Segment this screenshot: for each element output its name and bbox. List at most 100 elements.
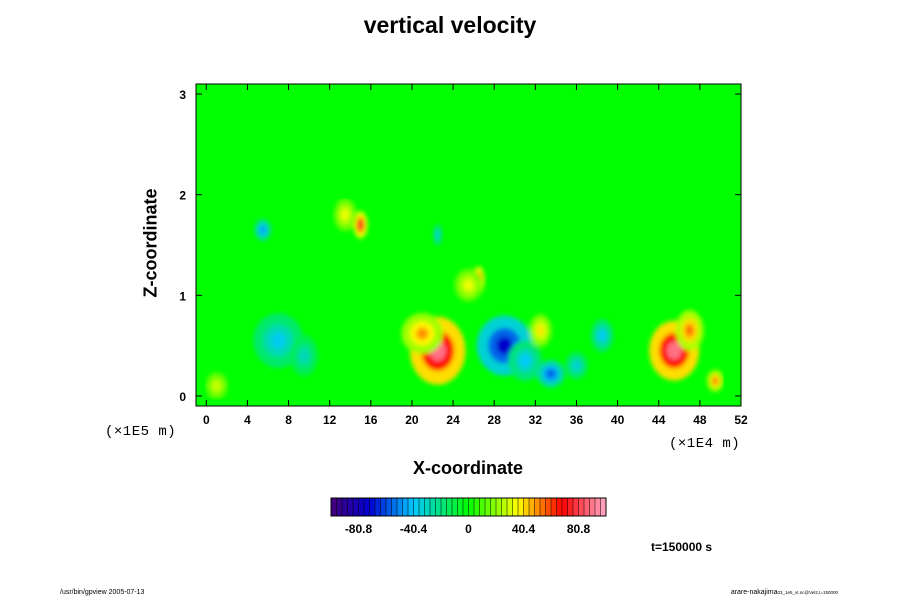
y-tick-label: 2 — [179, 189, 186, 203]
heat-feature-core — [573, 361, 580, 370]
colorbar-cell — [479, 498, 486, 516]
colorbar-cell — [600, 498, 607, 516]
colorbar-cell — [419, 498, 425, 516]
colorbar-cell — [369, 498, 376, 516]
x-tick-label: 16 — [364, 413, 378, 427]
colorbar-cell — [512, 498, 519, 516]
x-tick-label: 20 — [405, 413, 419, 427]
y-tick-label: 3 — [179, 88, 186, 102]
heat-feature-core — [213, 381, 220, 390]
colorbar-cell — [507, 498, 513, 516]
colorbar-cell — [336, 498, 343, 516]
colorbar-tick-label: 0 — [465, 522, 472, 536]
footer-right-main: arare-nakajima — [730, 589, 778, 596]
x-tick-label: 32 — [529, 413, 543, 427]
x-axis-label: X-coordinate — [412, 458, 523, 478]
colorbar-cell — [441, 498, 447, 516]
heat-feature-core — [520, 354, 530, 367]
x-tick-label: 28 — [488, 413, 502, 427]
colorbar-cell — [408, 498, 414, 516]
heat-feature-core — [712, 377, 718, 385]
colorbar-cell — [446, 498, 453, 516]
colorbar-cell — [562, 498, 568, 516]
y-axis-label: Z-coordinate — [140, 188, 161, 298]
colorbar-cell — [430, 498, 436, 516]
colorbar-cell — [573, 498, 579, 516]
colorbar-cell — [589, 498, 596, 516]
heat-feature-core — [299, 349, 309, 362]
colorbar-cell — [386, 498, 392, 516]
heat-feature-core — [436, 231, 439, 239]
heat-feature-core — [496, 336, 513, 355]
x-tick-label: 8 — [285, 413, 292, 427]
chart-title: vertical velocity — [363, 12, 537, 38]
colorbar-cell — [490, 498, 497, 516]
x-tick-label: 40 — [611, 413, 625, 427]
heat-feature-core — [260, 226, 266, 234]
colorbar-frame — [330, 497, 607, 517]
colorbar-cell — [413, 498, 420, 516]
x-tick-label: 4 — [244, 413, 251, 427]
colorbar-cell — [380, 498, 387, 516]
colorbar-cell — [342, 498, 348, 516]
colorbar-cell — [452, 498, 458, 516]
y-axis-scale-label: (×1E5 m) — [105, 424, 177, 440]
heat-feature-core — [358, 220, 363, 229]
colorbar-cell — [397, 498, 403, 516]
colorbar-cell — [391, 498, 398, 516]
colorbar-tick-label: 80.8 — [567, 522, 591, 536]
x-tick-label: 0 — [203, 413, 210, 427]
colorbar-cell — [496, 498, 502, 516]
heat-feature-core — [341, 209, 349, 220]
colorbar-cell — [529, 498, 535, 516]
colorbar-cell — [595, 498, 601, 516]
colorbar-cell — [457, 498, 464, 516]
colorbar-cell — [518, 498, 524, 516]
x-axis-scale-label: (×1E4 m) — [669, 436, 741, 452]
colorbar-cell — [435, 498, 442, 516]
heat-feature-core — [464, 280, 473, 291]
colorbar-cell — [358, 498, 365, 516]
colorbar-tick-label: -80.8 — [345, 522, 373, 536]
x-tick-label: 48 — [693, 413, 707, 427]
colorbar-cell — [353, 498, 359, 516]
colorbar-cell — [468, 498, 475, 516]
colorbar-cell — [540, 498, 546, 516]
x-tick-label: 24 — [446, 413, 460, 427]
y-tick-label: 1 — [179, 289, 186, 303]
heat-feature-core — [270, 332, 286, 349]
footer-right: arare-nakajima03_1e5_vt.nc@Vel2,t=150000 — [731, 589, 838, 596]
time-label: t=150000 s — [651, 540, 713, 554]
heat-feature-core — [416, 327, 429, 340]
colorbar-cell — [364, 498, 370, 516]
colorbar-cell — [556, 498, 563, 516]
colorbar-cell — [567, 498, 574, 516]
x-axis: 0 4 8 12 16 20 24 28 32 36 40 44 48 52 — [203, 84, 748, 427]
colorbar-cell — [584, 498, 590, 516]
footer-right-sub: 03_1e5_vt.nc@Vel2,t=150000 — [777, 590, 839, 595]
heat-feature-core — [546, 369, 555, 378]
colorbar-tick-label: -40.4 — [400, 522, 428, 536]
colorbar-cell — [485, 498, 491, 516]
colorbar-cell — [545, 498, 552, 516]
colorbar-tick-label: 40.4 — [512, 522, 536, 536]
x-tick-label: 12 — [323, 413, 337, 427]
colorbar-cell — [501, 498, 508, 516]
heat-feature-core — [598, 330, 606, 341]
colorbar-cell — [375, 498, 381, 516]
colorbar-cell — [578, 498, 585, 516]
footer-left: /usr/bin/gpview 2005-07-13 — [60, 589, 145, 596]
colorbar-cell — [331, 498, 337, 516]
colorbar-cell — [534, 498, 541, 516]
heat-feature-core — [685, 324, 694, 337]
x-tick-label: 52 — [734, 413, 748, 427]
colorbar-cell — [347, 498, 354, 516]
colorbar-cell — [424, 498, 431, 516]
colorbar-cell — [402, 498, 409, 516]
colorbar-cell — [523, 498, 530, 516]
heat-feature-core — [666, 341, 682, 360]
y-axis: 0 1 2 3 — [179, 88, 741, 404]
y-tick-label: 0 — [179, 390, 186, 404]
colorbar-cell — [474, 498, 480, 516]
